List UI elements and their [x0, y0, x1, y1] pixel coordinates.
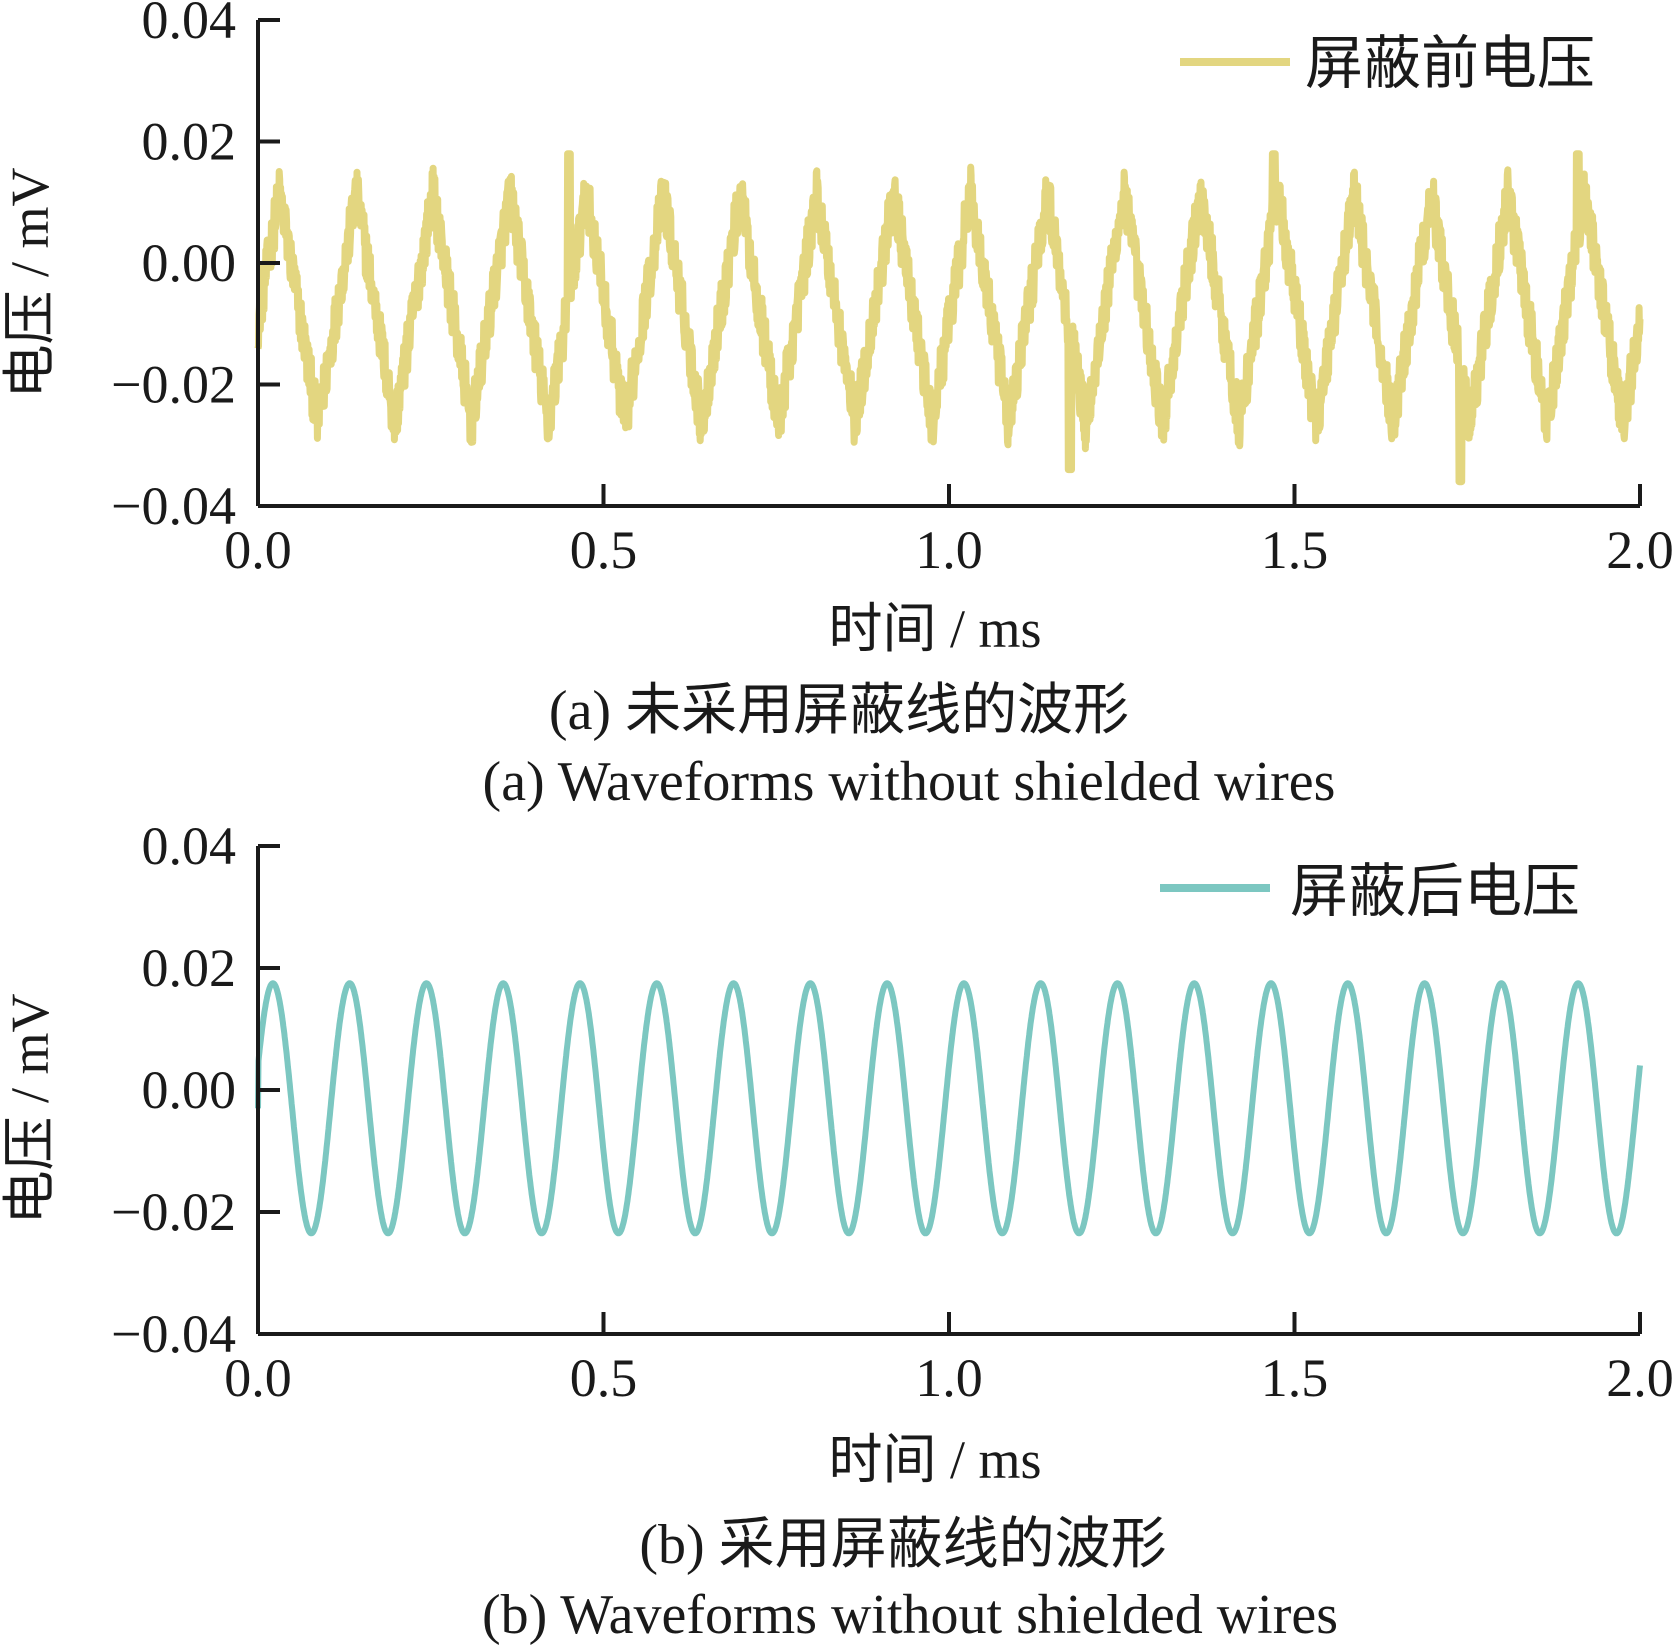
x-tick-label: 1.5: [1261, 1348, 1329, 1408]
legend-b: 屏蔽后电压: [1160, 859, 1580, 924]
y-tick-label: −0.04: [111, 1304, 236, 1364]
series-line-a: [254, 150, 1644, 486]
y-tick-label: 0.04: [142, 816, 237, 876]
x-tick-label: 1.0: [915, 520, 983, 580]
y-tick-label: −0.02: [111, 355, 236, 415]
x-tick-label: 0.0: [224, 520, 292, 580]
x-tick-label: 0.5: [570, 520, 638, 580]
series-line-b: [255, 980, 1643, 1237]
axes-b: [256, 844, 1642, 1336]
chart-panel-a: 0.04 0.02 0.00 −0.02 −0.04 0.0 0.5 1.0 1.5 2.0 电…: [0, 0, 1674, 813]
plot-lines-a: [254, 150, 1644, 486]
x-tick-labels-a: 0.0 0.5 1.0 1.5 2.0: [224, 520, 1674, 580]
caption-en-b: (b) Waveforms without shielded wires: [482, 1584, 1338, 1646]
x-tick-label: 1.0: [915, 1348, 983, 1408]
caption-en-a: (a) Waveforms without shielded wires: [483, 751, 1336, 813]
y-tick-labels-b: 0.04 0.02 0.00 −0.02 −0.04: [111, 816, 236, 1364]
x-axis-label-a: 时间 / ms: [828, 599, 1041, 659]
legend-a: 屏蔽前电压: [1180, 31, 1595, 96]
legend-label-b: 屏蔽后电压: [1290, 859, 1580, 924]
plot-lines-b: [255, 980, 1643, 1237]
axes-a: [256, 18, 1642, 508]
x-tick-labels-b: 0.0 0.5 1.0 1.5 2.0: [224, 1348, 1674, 1408]
y-axis-label-b: 电压 / mV: [0, 993, 60, 1224]
y-tick-label: 0.02: [142, 938, 237, 998]
x-tick-label: 0.0: [224, 1348, 292, 1408]
y-tick-label: 0.00: [142, 233, 237, 293]
x-tick-label: 2.0: [1606, 1348, 1674, 1408]
y-axis-label-a: 电压 / mV: [0, 167, 60, 398]
y-tick-label: −0.02: [111, 1182, 236, 1242]
x-tick-label: 2.0: [1606, 520, 1674, 580]
x-tick-label: 0.5: [570, 1348, 638, 1408]
caption-cn-a: (a) 未采用屏蔽线的波形: [549, 680, 1129, 742]
y-tick-label: 0.04: [142, 0, 237, 50]
x-axis-label-b: 时间 / ms: [828, 1430, 1041, 1490]
caption-cn-b: (b) 采用屏蔽线的波形: [639, 1514, 1166, 1576]
y-tick-labels-a: 0.04 0.02 0.00 −0.02 −0.04: [111, 0, 236, 536]
chart-panel-b: 0.04 0.02 0.00 −0.02 −0.04 0.0 0.5 1.0 1.5 2.0 电…: [0, 816, 1674, 1646]
y-tick-label: 0.02: [142, 112, 237, 172]
legend-label-a: 屏蔽前电压: [1305, 31, 1595, 96]
x-tick-label: 1.5: [1261, 520, 1329, 580]
y-tick-label: 0.00: [142, 1060, 237, 1120]
y-tick-label: −0.04: [111, 476, 236, 536]
